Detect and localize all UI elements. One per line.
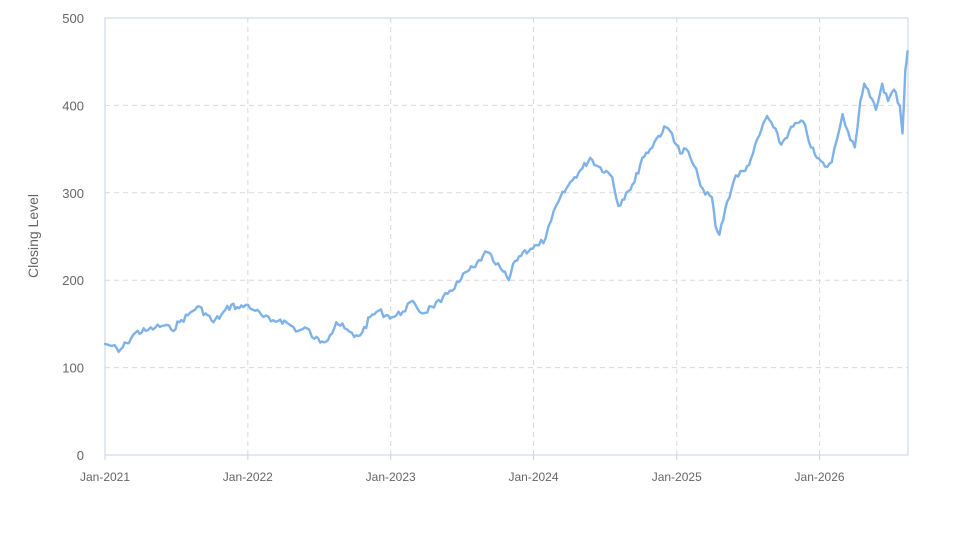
- y-axis-title: Closing Level: [25, 194, 41, 278]
- x-tick-label: Jan-2025: [652, 470, 702, 484]
- x-axis-ticks: Jan-2021 Jan-2022 Jan-2023 Jan-2024 Jan-2025…: [80, 455, 845, 484]
- x-tick-label: Jan-2026: [795, 470, 845, 484]
- y-tick-label: 200: [62, 273, 84, 288]
- series-layer: [103, 50, 909, 354]
- y-tick-label: 0: [77, 448, 84, 463]
- x-tick-label: Jan-2023: [366, 470, 416, 484]
- gridlines: [105, 18, 908, 455]
- y-tick-label: 400: [62, 98, 84, 113]
- y-axis-ticks: 0 100 200 300 400 500: [62, 11, 84, 463]
- y-tick-label: 100: [62, 361, 84, 376]
- x-tick-label: Jan-2024: [508, 470, 558, 484]
- y-tick-label: 500: [62, 11, 84, 26]
- y-tick-label: 300: [62, 186, 84, 201]
- series-line: [103, 50, 909, 354]
- plot-frame: [104, 17, 909, 456]
- x-tick-label: Jan-2021: [80, 470, 130, 484]
- x-tick-label: Jan-2022: [223, 470, 273, 484]
